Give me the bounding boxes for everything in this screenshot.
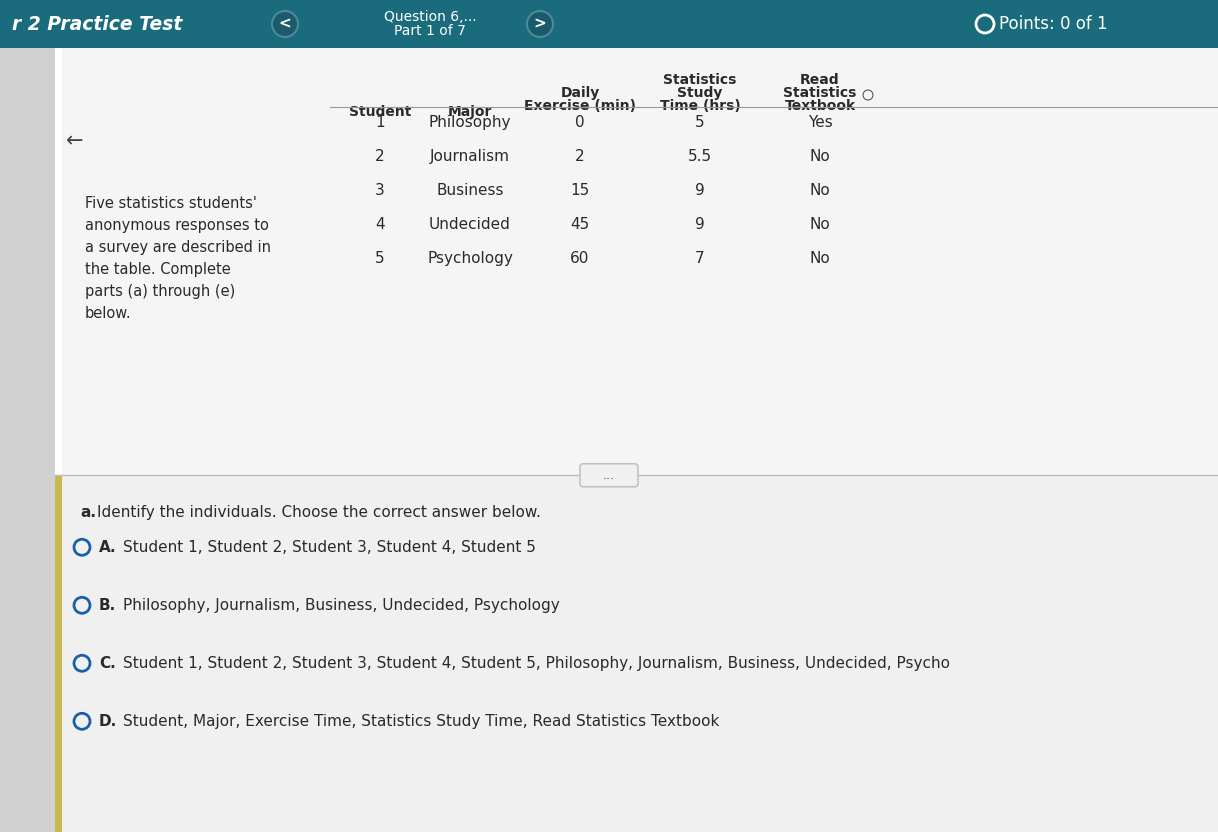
Text: No: No (810, 149, 831, 164)
FancyBboxPatch shape (0, 0, 1218, 48)
Text: Read: Read (800, 73, 840, 87)
Text: a.: a. (80, 505, 96, 520)
Text: Identify the individuals. Choose the correct answer below.: Identify the individuals. Choose the cor… (97, 505, 541, 520)
Text: Time (hrs): Time (hrs) (660, 99, 741, 113)
Text: 60: 60 (570, 251, 590, 266)
Text: D.: D. (99, 714, 117, 729)
Text: Journalism: Journalism (430, 149, 510, 164)
Text: Student 1, Student 2, Student 3, Student 4, Student 5: Student 1, Student 2, Student 3, Student… (123, 540, 536, 555)
Text: a survey are described in: a survey are described in (85, 240, 270, 255)
Text: Five statistics students': Five statistics students' (85, 196, 257, 210)
Text: Points: 0 of 1: Points: 0 of 1 (999, 15, 1107, 33)
Text: 0: 0 (575, 115, 585, 130)
FancyBboxPatch shape (55, 48, 1218, 475)
Text: Student: Student (348, 105, 412, 119)
Text: r 2 Practice Test: r 2 Practice Test (12, 14, 183, 33)
FancyBboxPatch shape (55, 48, 1218, 832)
Text: 2: 2 (375, 149, 385, 164)
Circle shape (272, 11, 298, 37)
Text: Part 1 of 7: Part 1 of 7 (395, 24, 466, 38)
Text: 9: 9 (695, 183, 705, 198)
Text: No: No (810, 251, 831, 266)
Text: below.: below. (85, 305, 132, 320)
Text: parts (a) through (e): parts (a) through (e) (85, 284, 235, 299)
Text: ←: ← (66, 131, 84, 151)
Text: <: < (279, 17, 291, 32)
Text: 45: 45 (570, 217, 590, 232)
FancyBboxPatch shape (580, 463, 638, 487)
FancyBboxPatch shape (55, 475, 62, 832)
Text: Business: Business (436, 183, 504, 198)
Text: Yes: Yes (808, 115, 832, 130)
Text: A.: A. (99, 540, 117, 555)
Text: 15: 15 (570, 183, 590, 198)
Text: 9: 9 (695, 217, 705, 232)
Text: Textbook: Textbook (784, 99, 855, 113)
Text: 5.5: 5.5 (688, 149, 713, 164)
Text: 5: 5 (375, 251, 385, 266)
Text: Exercise (min): Exercise (min) (524, 99, 636, 113)
Text: Student, Major, Exercise Time, Statistics Study Time, Read Statistics Textbook: Student, Major, Exercise Time, Statistic… (123, 714, 720, 729)
Text: C.: C. (99, 656, 116, 671)
Text: 1: 1 (375, 115, 385, 130)
Text: >: > (533, 17, 547, 32)
Text: 7: 7 (695, 251, 705, 266)
Text: Philosophy, Journalism, Business, Undecided, Psychology: Philosophy, Journalism, Business, Undeci… (123, 597, 560, 613)
Text: Statistics: Statistics (664, 73, 737, 87)
FancyBboxPatch shape (55, 48, 62, 475)
Text: Study: Study (677, 86, 722, 100)
Circle shape (527, 11, 553, 37)
Text: the table. Complete: the table. Complete (85, 261, 230, 276)
Text: No: No (810, 183, 831, 198)
Text: B.: B. (99, 597, 116, 613)
Text: 2: 2 (575, 149, 585, 164)
Text: Statistics: Statistics (783, 86, 856, 100)
Text: ...: ... (603, 468, 615, 482)
Text: No: No (810, 217, 831, 232)
Text: Philosophy: Philosophy (429, 115, 512, 130)
Text: Student 1, Student 2, Student 3, Student 4, Student 5, Philosophy, Journalism, B: Student 1, Student 2, Student 3, Student… (123, 656, 950, 671)
Text: Psychology: Psychology (428, 251, 513, 266)
Text: 5: 5 (695, 115, 705, 130)
Text: 4: 4 (375, 217, 385, 232)
Text: anonymous responses to: anonymous responses to (85, 218, 269, 233)
Text: Undecided: Undecided (429, 217, 510, 232)
Text: Major: Major (448, 105, 492, 119)
Text: 3: 3 (375, 183, 385, 198)
Text: Question 6,...: Question 6,... (384, 10, 476, 24)
Text: Daily: Daily (560, 86, 599, 100)
